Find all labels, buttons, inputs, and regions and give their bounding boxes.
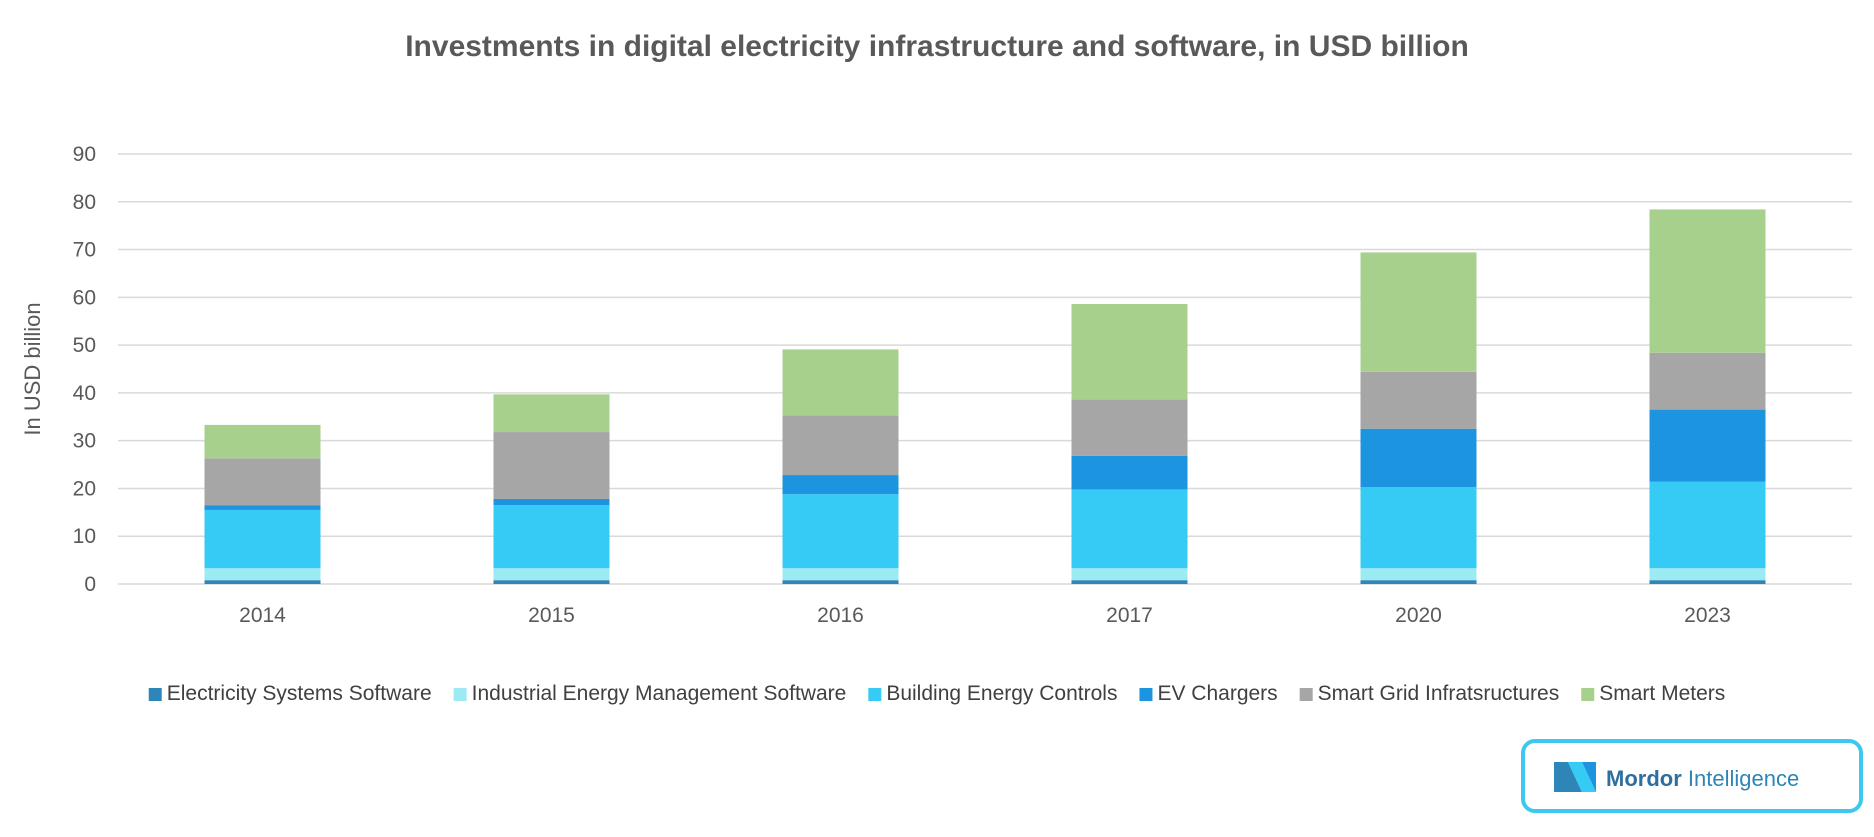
x-tick-label: 2020: [1395, 604, 1442, 627]
legend-label: EV Chargers: [1157, 682, 1277, 705]
bar-segment: [1360, 371, 1477, 429]
y-tick-label: 40: [73, 382, 96, 405]
legend-item: Industrial Energy Management Software: [453, 682, 847, 705]
bar-segment: [1360, 487, 1477, 569]
bar-segment: [1071, 304, 1188, 400]
bar-segment: [782, 349, 899, 416]
gridlines: [118, 153, 1852, 585]
bar-segment: [493, 432, 610, 499]
bar-segment: [1360, 252, 1477, 372]
bar-segment: [204, 580, 321, 584]
legend-item: Smart Grid Infratsructures: [1299, 682, 1560, 705]
bar-segment: [1649, 481, 1766, 569]
bar-segment: [204, 458, 321, 506]
legend-swatch: [1581, 688, 1595, 701]
legend-label: Smart Grid Infratsructures: [1318, 682, 1560, 705]
legend-label: Industrial Energy Management Software: [472, 682, 847, 705]
bar-segment: [204, 568, 321, 581]
chart-title: Investments in digital electricity infra…: [405, 30, 1469, 63]
bar-segment: [1071, 580, 1188, 584]
x-tick-label: 2023: [1684, 604, 1731, 627]
bar-segment: [204, 509, 321, 569]
y-tick-label: 20: [73, 477, 96, 500]
legend-label: Smart Meters: [1599, 682, 1725, 705]
bar-segment: [204, 424, 321, 459]
y-tick-label: 50: [73, 334, 96, 357]
legend-swatch: [1139, 688, 1153, 701]
bar-segment: [1071, 455, 1188, 490]
bar-segment: [1649, 352, 1766, 410]
x-tick-label: 2016: [817, 604, 864, 627]
legend-swatch: [148, 688, 162, 701]
bar-segment: [1360, 428, 1477, 488]
y-tick-label: 70: [73, 239, 96, 262]
legend-item: Building Energy Controls: [868, 682, 1117, 705]
x-tick-label: 2015: [528, 604, 575, 627]
logo-mark-icon: [1554, 762, 1596, 792]
legend-label: Electricity Systems Software: [167, 682, 432, 705]
y-axis-ticks: 0 10 20 30 40 50 60 70 80 90: [73, 143, 96, 596]
bar-segment: [493, 580, 610, 584]
y-tick-label: 80: [73, 191, 96, 214]
bar-segment: [1649, 568, 1766, 581]
legend-swatch: [868, 688, 882, 701]
legend-label: Building Energy Controls: [886, 682, 1117, 705]
mordor-intelligence-logo: Mordor Intelligence: [1521, 739, 1863, 813]
bar-segment: [1649, 209, 1766, 353]
bar-segment: [782, 475, 899, 495]
bar-segment: [782, 568, 899, 581]
x-axis-ticks: 2014 2015 2016 2017 2020 2023: [239, 604, 1731, 627]
bar-segment: [1360, 580, 1477, 584]
bar-segment: [1071, 399, 1188, 456]
bar-segment: [782, 580, 899, 584]
legend: Electricity Systems Software Industrial E…: [148, 682, 1725, 705]
y-tick-label: 0: [84, 573, 96, 596]
bar-segment: [1649, 580, 1766, 584]
y-tick-label: 10: [73, 525, 96, 548]
y-axis-label: In USD billion: [20, 302, 45, 435]
bar-segment: [204, 505, 321, 510]
legend-swatch: [453, 688, 467, 701]
bar-segment: [493, 505, 610, 569]
y-tick-label: 60: [73, 286, 96, 309]
legend-item: Electricity Systems Software: [148, 682, 432, 705]
svg-text:Mordor Intelligence: Mordor Intelligence: [1606, 766, 1799, 791]
bar-segment: [1360, 568, 1477, 581]
legend-swatch: [1299, 688, 1313, 701]
bar-segment: [1649, 409, 1766, 482]
bar-segment: [493, 568, 610, 581]
x-tick-label: 2014: [239, 604, 286, 627]
bar-segment: [782, 415, 899, 476]
bar-segment: [1071, 568, 1188, 581]
bar-segment: [782, 494, 899, 569]
bars: [204, 209, 1766, 584]
bar-segment: [493, 498, 610, 506]
x-tick-label: 2017: [1106, 604, 1153, 627]
bar-segment: [493, 394, 610, 433]
bar-segment: [1071, 489, 1188, 569]
legend-item: EV Chargers: [1139, 682, 1278, 705]
legend-item: Smart Meters: [1581, 682, 1725, 705]
y-tick-label: 90: [73, 143, 96, 166]
y-tick-label: 30: [73, 430, 96, 453]
